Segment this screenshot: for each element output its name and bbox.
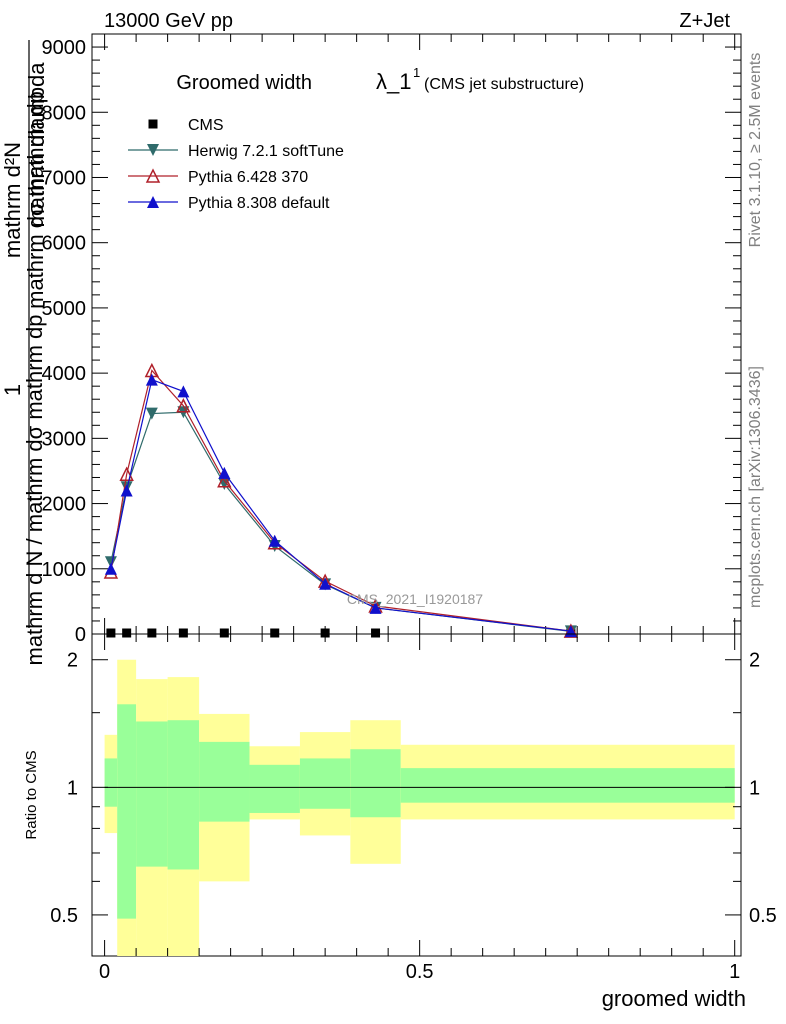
mcplots-label: mcplots.cern.ch [arXiv:1306.3436] [747,366,764,608]
legend-marker-herwig-7-2-1-softtune [147,144,159,156]
ratio-y-tick-label: 0.5 [50,905,78,927]
data-point-cms [371,628,381,638]
ratio-band-inner [249,764,300,813]
y-label-num: mathrm d²N [0,142,25,258]
data-point-pythia-8-308-default [104,562,117,575]
y-tick-label: 8000 [42,102,87,124]
y-tick-label: 6000 [42,233,87,255]
ratio-band-inner [104,758,118,807]
x-tick-label: 1 [729,961,740,983]
data-point-cms [178,628,188,638]
y-tick-label: 9000 [42,37,87,59]
ratio-band-inner [350,749,401,818]
data-point-cms [270,628,280,638]
data-point-pythia-8-308-default [319,577,332,590]
ratio-y-tick-label: 1 [67,777,78,799]
plot-title: Groomed width λ_1 1 (CMS jet substructur… [176,65,584,94]
title-main: Groomed width [176,72,312,94]
data-point-pythia-8-308-default [120,484,133,497]
y-label-den2: mathrm d N / mathrm dσ mathrm dp [22,315,47,666]
ratio-y-tick-label-right: 2 [749,650,760,672]
ratio-band-inner [299,758,351,809]
ratio-band-inner [167,720,200,870]
analysis-watermark: CMS_2021_I1920187 [347,591,483,607]
data-point-pythia-8-308-default [268,534,281,547]
legend-label-cms: CMS [188,117,224,134]
y-label-lambda: mathrm dlambda [24,62,49,228]
y-label-den: mathrm dσ mathrm dp [23,91,48,309]
data-point-pythia-6-428-370 [217,473,232,488]
title-lambda: λ_1 [376,69,411,94]
data-point-herwig-7-2-1-softtune [145,407,158,420]
y-tick-label: 0 [75,624,86,646]
y-tick-label: 3000 [42,428,87,450]
ratio-y-tick-label: 2 [67,650,78,672]
main-y-axis: 0 1000 2000 3000 4000 5000 6000 7000 8000 9000 [42,33,741,646]
legend-label-pythia-8-308-default: Pythia 8.308 default [188,195,330,212]
series-line-pythia-6-428-370 [110,369,571,632]
data-point-herwig-7-2-1-softtune [104,556,117,569]
x-tick-label: 0 [99,961,110,983]
ratio-band-inner [400,768,735,803]
ratio-band-inner [199,741,250,822]
y-tick-label: 2000 [42,494,87,516]
data-point-cms [219,628,229,638]
ratio-y-label: Ratio to CMS [23,750,40,839]
y-tick-label: 4000 [42,363,87,385]
ratio-axes: 0.5 0.5 1 1 2 2 0 0.5 1 [50,634,777,983]
series-line-herwig-7-2-1-softtune [110,411,571,632]
data-point-pythia-8-308-default [177,385,190,398]
legend-marker-pythia-6-428-370 [145,168,161,183]
data-point-pythia-8-308-default [369,601,382,614]
legend-marker-pythia-8-308-default [147,196,159,208]
x-axis-label: groomed width [602,986,746,1011]
data-point-cms [147,628,157,638]
y-label-one: 1 [0,384,25,396]
title-subtitle: (CMS jet substructure) [424,76,584,93]
x-tick-label: 0.5 [406,961,434,983]
legend: CMS Herwig 7.2.1 softTune Pythia 6.428 370… [128,117,344,212]
data-point-pythia-8-308-default [145,373,158,386]
ratio-y-tick-label-right: 0.5 [749,905,777,927]
legend-marker-cms [148,119,158,129]
ratio-y-tick-label-right: 1 [749,777,760,799]
data-point-pythia-8-308-default [218,466,231,479]
ratio-bands [104,659,735,956]
header-process: Z+Jet [679,10,730,32]
legend-label-herwig-7-2-1-softtune: Herwig 7.2.1 softTune [188,143,344,160]
header-energy: 13000 GeV pp [104,10,233,32]
series-line-pythia-8-308-default [110,378,571,632]
data-point-cms [106,628,116,638]
main-plot-area [103,362,579,638]
legend-label-pythia-6-428-370: Pythia 6.428 370 [188,169,308,186]
title-superscript: 1 [413,65,420,80]
data-point-cms [122,628,132,638]
y-tick-label: 5000 [42,298,87,320]
rivet-version-label: Rivet 3.1.10, ≥ 2.5M events [747,53,764,248]
data-point-cms [320,628,330,638]
ratio-panel-frame [91,633,742,957]
data-point-pythia-6-428-370 [119,466,134,481]
ratio-band-inner [117,704,137,919]
y-tick-label: 1000 [42,559,87,581]
y-tick-label: 7000 [42,167,87,189]
ratio-band-inner [136,721,168,867]
main-y-label: 1 mathrm d²N mathrm dσ mathrm dp mathrm … [0,40,49,666]
data-point-pythia-6-428-370 [176,398,191,413]
